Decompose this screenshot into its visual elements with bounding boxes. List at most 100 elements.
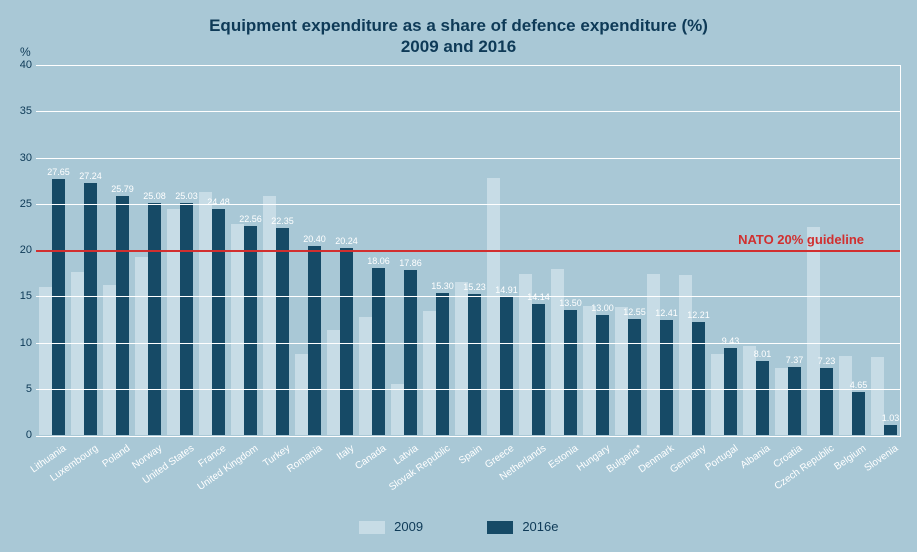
chart-title-line1: Equipment expenditure as a share of defe… [209, 16, 708, 35]
bar-2009 [199, 192, 212, 435]
chart-title-line2: 2009 and 2016 [401, 37, 516, 56]
bar-2016e [244, 226, 257, 435]
bar-2009 [39, 287, 52, 435]
bar-value-label: 9.43 [722, 336, 740, 346]
bar-2009 [455, 282, 468, 435]
bar-2016e [276, 228, 289, 435]
bar-value-label: 14.91 [495, 285, 518, 295]
bar-value-label: 12.21 [687, 310, 710, 320]
bar-2016e [340, 248, 353, 435]
bar-2016e [596, 315, 609, 435]
bar-2016e [692, 322, 705, 435]
y-tick-label: 0 [12, 429, 32, 441]
bar-2016e [884, 425, 897, 435]
bar-value-label: 22.35 [271, 216, 294, 226]
bar-value-label: 18.06 [367, 256, 390, 266]
bar-value-label: 22.56 [239, 214, 262, 224]
bar-2016e [372, 268, 385, 435]
bar-2009 [167, 209, 180, 435]
bar-2009 [359, 317, 372, 435]
bar-value-label: 8.01 [754, 349, 772, 359]
bar-2016e [820, 368, 833, 435]
bar-2016e [148, 203, 161, 435]
bar-value-label: 25.03 [175, 191, 198, 201]
bar-value-label: 20.40 [303, 234, 326, 244]
bar-value-label: 1.03 [882, 413, 900, 423]
bar-value-label: 12.55 [623, 307, 646, 317]
bar-2016e [308, 246, 321, 435]
nato-guideline [36, 250, 900, 252]
bar-value-label: 13.50 [559, 298, 582, 308]
legend-swatch-2016e [487, 521, 513, 534]
bar-2016e [756, 361, 769, 435]
bar-2009 [583, 306, 596, 435]
bar-value-label: 25.79 [111, 184, 134, 194]
bar-value-label: 15.30 [431, 281, 454, 291]
bar-2016e [628, 319, 641, 435]
bar-value-label: 15.23 [463, 282, 486, 292]
bar-2009 [103, 285, 116, 435]
legend: 2009 2016e [0, 519, 917, 534]
gridline [36, 204, 900, 205]
bar-2016e [404, 270, 417, 435]
bar-2009 [679, 275, 692, 435]
y-tick-label: 25 [12, 198, 32, 210]
bar-2016e [564, 310, 577, 435]
bar-2009 [615, 307, 628, 435]
bar-value-label: 24.48 [207, 197, 230, 207]
gridline [36, 111, 900, 112]
bar-2009 [135, 257, 148, 435]
bar-2009 [775, 368, 788, 435]
bar-2009 [295, 354, 308, 435]
gridline [36, 343, 900, 344]
bar-value-label: 13.00 [591, 303, 614, 313]
y-tick-label: 20 [12, 244, 32, 256]
bar-2009 [487, 178, 500, 435]
bar-2009 [327, 330, 340, 435]
bar-2009 [551, 269, 564, 435]
bar-2016e [180, 203, 193, 435]
bar-value-label: 25.08 [143, 191, 166, 201]
bar-2009 [391, 384, 404, 435]
y-tick-label: 5 [12, 383, 32, 395]
bar-value-label: 12.41 [655, 308, 678, 318]
bar-2016e [852, 392, 865, 435]
bar-value-label: 7.37 [786, 355, 804, 365]
y-tick-label: 35 [12, 105, 32, 117]
y-tick-label: 40 [12, 59, 32, 71]
bar-2009 [807, 227, 820, 435]
legend-item-2016e: 2016e [487, 519, 559, 534]
bar-2016e [532, 304, 545, 435]
y-tick-label: 15 [12, 290, 32, 302]
gridline [36, 389, 900, 390]
bar-value-label: 27.24 [79, 171, 102, 181]
bar-2009 [231, 224, 244, 435]
y-tick-label: 10 [12, 337, 32, 349]
bar-2009 [647, 274, 660, 435]
y-axis-unit: % [20, 45, 31, 59]
bar-2016e [468, 294, 481, 435]
bar-2016e [788, 367, 801, 435]
bar-2009 [839, 356, 852, 435]
bar-2016e [436, 293, 449, 435]
legend-swatch-2009 [359, 521, 385, 534]
bar-2009 [423, 311, 436, 435]
legend-item-2009: 2009 [359, 519, 424, 534]
y-tick-label: 30 [12, 152, 32, 164]
bar-value-label: 27.65 [47, 167, 70, 177]
gridline [36, 158, 900, 159]
bar-value-label: 7.23 [818, 356, 836, 366]
bar-2016e [724, 348, 737, 435]
bar-value-label: 17.86 [399, 258, 422, 268]
bar-2016e [212, 209, 225, 435]
bar-2016e [500, 297, 513, 435]
nato-guideline-label: NATO 20% guideline [738, 232, 864, 247]
bar-2016e [52, 179, 65, 435]
bar-2009 [711, 354, 724, 435]
legend-label-2016e: 2016e [522, 519, 558, 534]
bar-2009 [743, 346, 756, 435]
chart-container: Equipment expenditure as a share of defe… [0, 0, 917, 552]
chart-title: Equipment expenditure as a share of defe… [0, 15, 917, 58]
bar-2016e [660, 320, 673, 435]
gridline [36, 296, 900, 297]
